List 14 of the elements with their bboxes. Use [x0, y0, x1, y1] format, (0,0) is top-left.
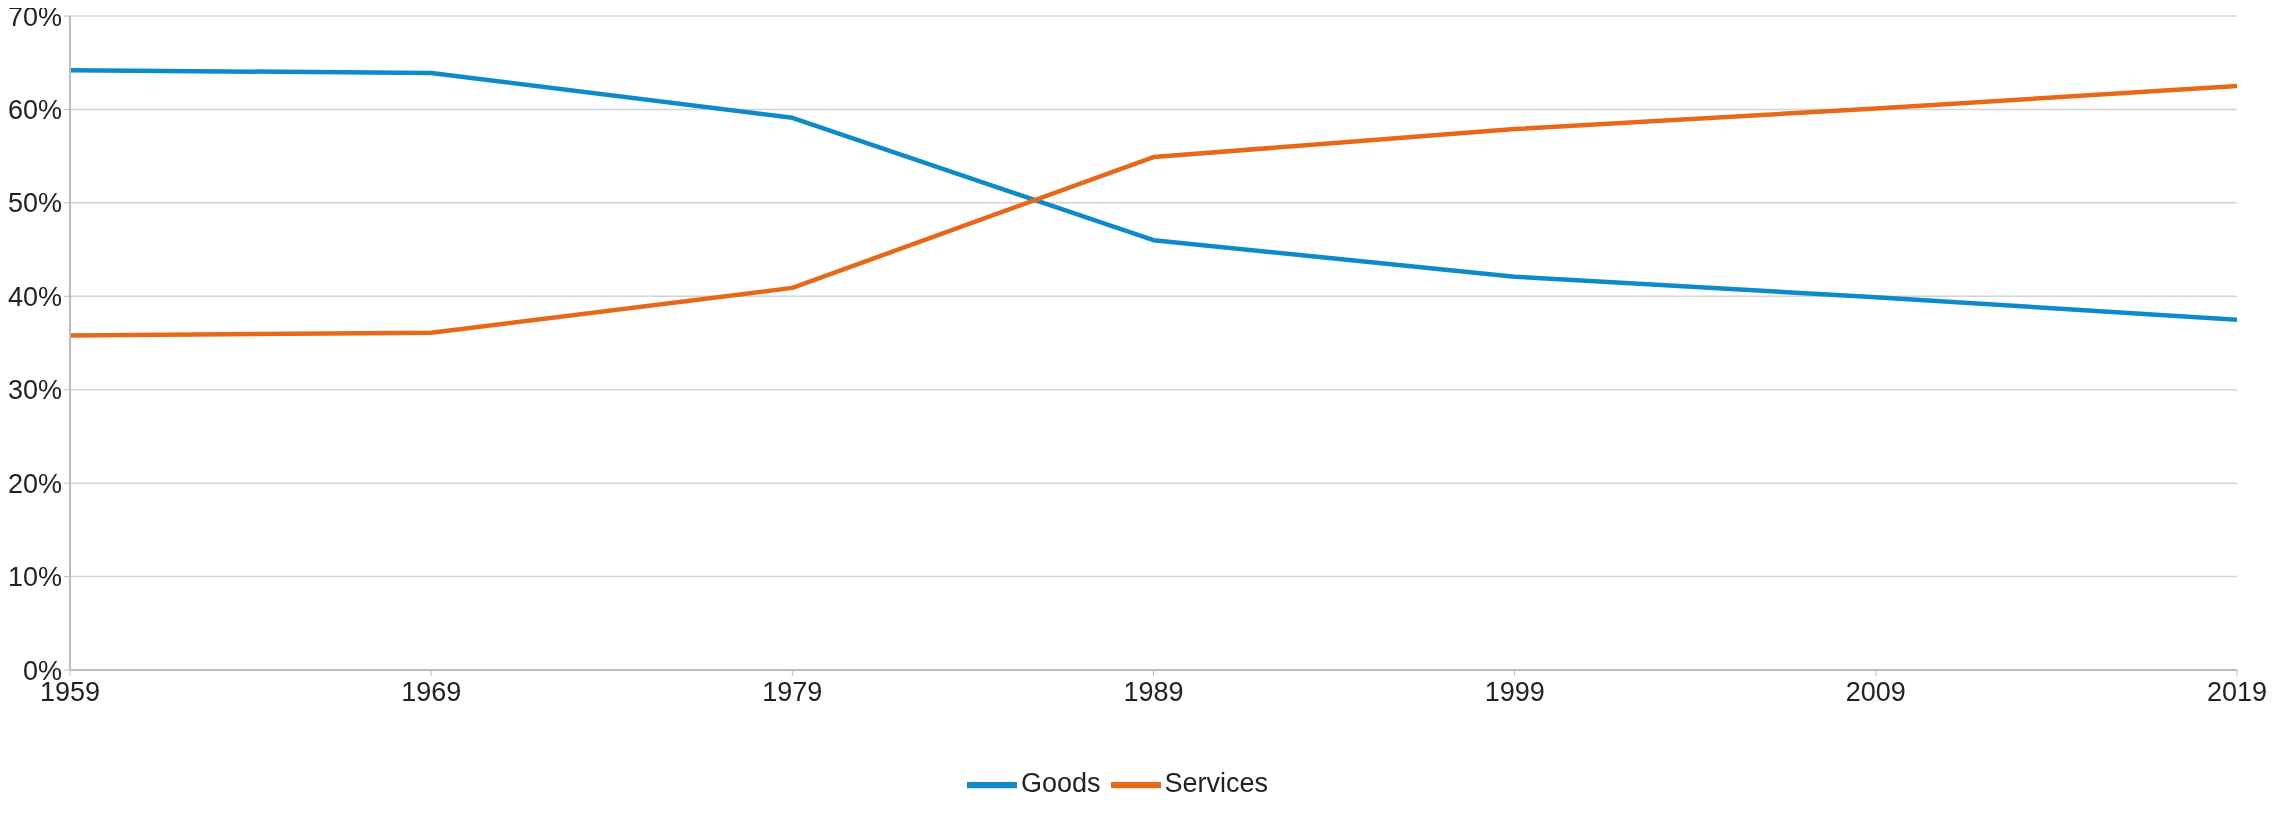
y-tick-label: 20% — [7, 468, 62, 499]
y-tick-label: 60% — [7, 95, 62, 126]
x-tick-label: 1989 — [1123, 677, 1184, 708]
legend-label: Services — [1164, 768, 1269, 799]
x-tick-label: 1969 — [401, 677, 462, 708]
y-tick-label: 50% — [7, 188, 62, 219]
x-tick-label: 2019 — [2206, 677, 2268, 708]
y-tick-label: 30% — [7, 375, 62, 406]
y-tick-label: 40% — [7, 281, 62, 312]
x-tick-label: 2009 — [1845, 677, 1906, 708]
x-tick-label: 1999 — [1484, 677, 1545, 708]
y-tick-label: 10% — [7, 562, 62, 593]
legend-label: Goods — [1020, 768, 1101, 799]
x-tick-label: 1979 — [762, 677, 823, 708]
